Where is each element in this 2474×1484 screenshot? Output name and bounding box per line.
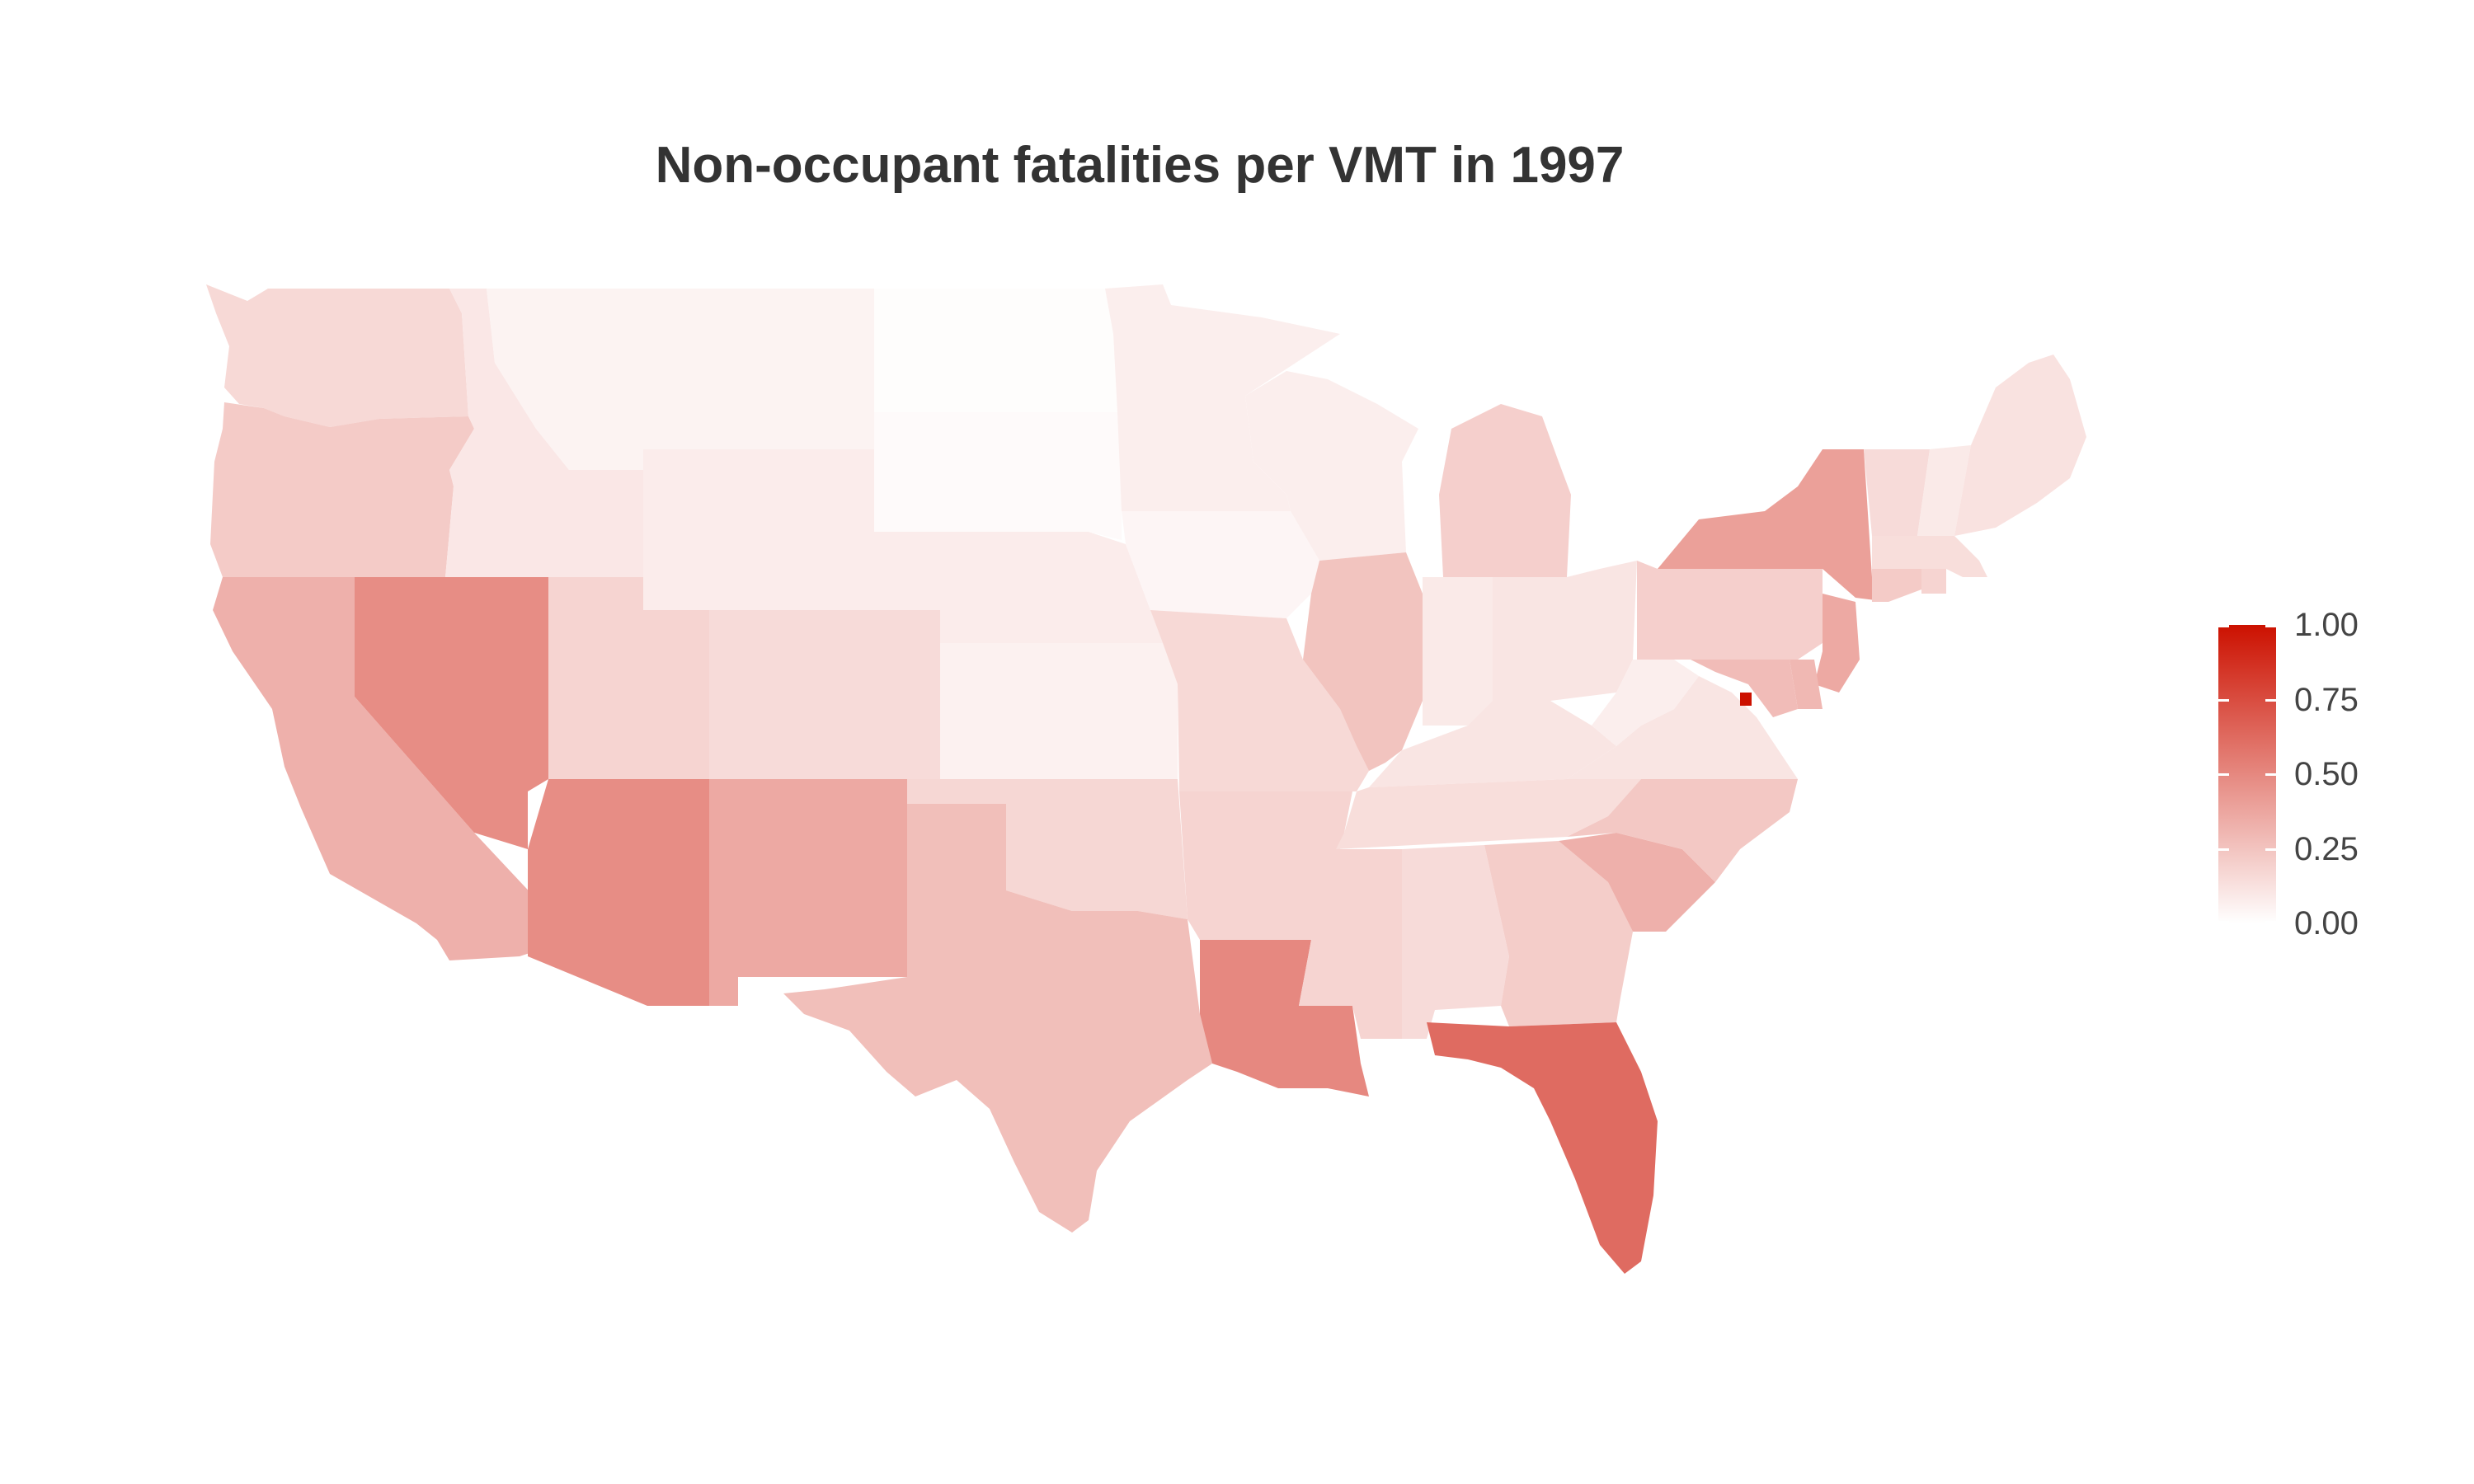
state-me [1954,355,2086,536]
state-dc [1740,693,1752,706]
state-pa [1637,561,1823,660]
state-sc [1559,833,1715,932]
state-co [709,610,940,779]
legend-tick-mark [2265,625,2276,627]
state-mn [1105,284,1340,511]
state-in [1423,577,1493,726]
legend-tick-mark [2218,848,2229,851]
legend-tick-mark [2218,773,2229,776]
legend-tick-mark [2265,848,2276,851]
legend-tick-mark [2218,625,2229,627]
state-oh [1493,561,1637,701]
state-nh [1917,445,1971,536]
legend-tick-label: 0.75 [2294,681,2359,718]
state-ok [907,779,1188,919]
state-mi [1439,404,1571,577]
state-nc [1567,779,1798,882]
state-sd [874,412,1122,540]
state-ct [1872,569,1921,602]
state-ma [1872,536,1987,577]
state-az [528,779,709,1006]
state-wv [1592,660,1699,746]
state-ri [1921,569,1946,594]
state-al [1402,845,1509,1039]
color-legend: 1.00 0.75 0.50 0.25 0.00 [2218,608,2400,942]
state-fl [1427,1022,1658,1274]
state-ca [213,577,544,960]
state-vt [1864,449,1930,536]
state-tn [1336,779,1641,849]
state-wy [643,449,874,610]
state-ny [1658,449,1888,602]
legend-tick-mark [2265,773,2276,776]
state-ms [1299,849,1402,1039]
legend-tick-mark [2218,698,2229,702]
state-ne [874,532,1163,643]
legend-tick-label: 0.25 [2294,830,2359,867]
state-mo [1150,610,1369,791]
chart-title: Non-occupant fatalities per VMT in 1997 [655,137,1625,194]
state-il [1303,552,1423,771]
state-wi [1245,371,1418,561]
state-ks [940,643,1178,779]
state-tx [783,804,1212,1233]
state-ga [1484,841,1633,1026]
state-or [210,402,474,577]
state-la [1200,940,1369,1097]
state-layer [206,284,2086,1274]
state-nj [1814,594,1860,693]
state-nm [709,779,907,1006]
legend-tick-label: 1.00 [2294,607,2359,643]
state-nv [355,577,548,849]
state-ky [1369,701,1616,787]
state-wa [206,284,468,427]
state-id [445,289,643,577]
state-de [1790,660,1823,709]
legend-tick-label: 0.00 [2294,905,2359,942]
state-nd [874,289,1117,412]
legend-tick-mark [2218,921,2229,923]
state-ia [1122,511,1319,618]
state-mt [487,289,874,470]
legend-tick-mark [2265,921,2276,923]
legend-tick-mark [2265,698,2276,702]
state-ar [1179,791,1352,940]
state-ut [548,577,709,779]
state-md [1691,660,1798,717]
legend-tick-label: 0.50 [2294,756,2359,792]
